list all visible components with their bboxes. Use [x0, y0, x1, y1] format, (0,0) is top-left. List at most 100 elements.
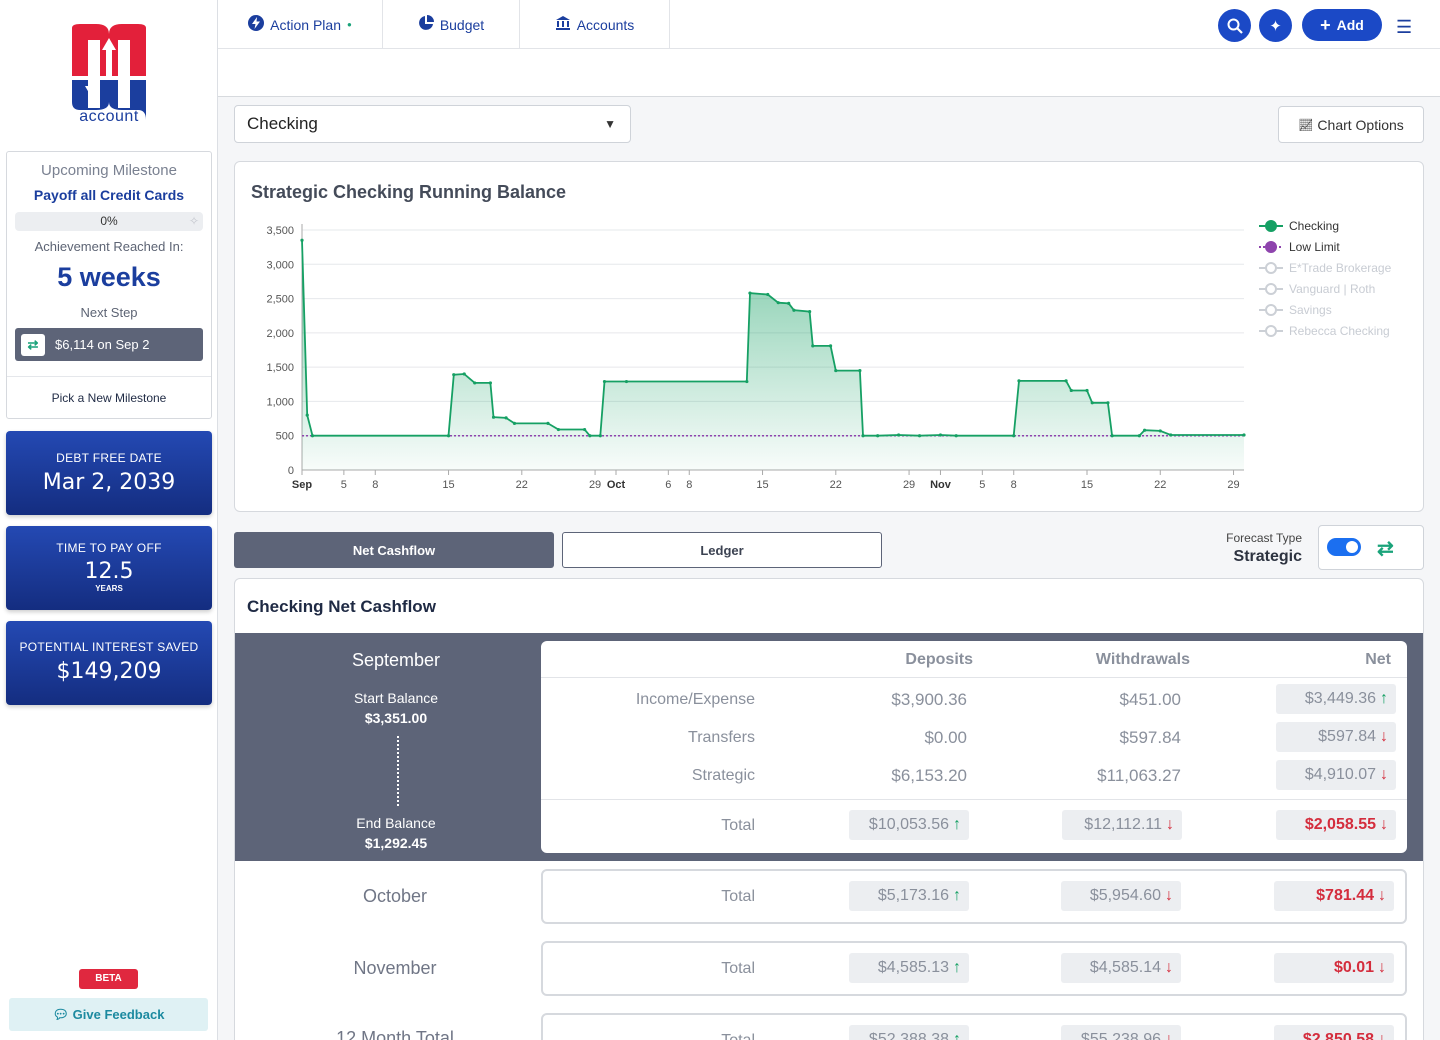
balance-chart[interactable]: 0 500 1,000 1,500 2,000 2,500 3,000 3,500 Sep 5 8 1…: [235, 162, 1425, 513]
x-tick-label: 8: [686, 479, 692, 491]
search-icon: [1227, 18, 1243, 34]
withdrawals-total-value: $55,238.96: [1080, 1031, 1161, 1040]
balance-connector: [397, 736, 399, 806]
checking-area: [302, 240, 1244, 470]
y-tick-label: 2,000: [266, 328, 294, 340]
withdrawals-cell: $597.84: [1119, 728, 1181, 747]
arrow-up-icon: ↑: [953, 959, 961, 976]
arrow-down-icon: ↓: [1380, 816, 1388, 833]
x-tick-label: 15: [442, 479, 454, 491]
cashflow-title: Checking Net Cashflow: [247, 597, 436, 616]
legend-item: Vanguard | Roth: [1289, 282, 1375, 296]
withdrawals-total: $12,112.11 ↓: [1062, 810, 1182, 840]
start-balance: Start Balance $3,351.00: [235, 690, 557, 726]
deposits-total-value: $10,053.56: [868, 816, 949, 833]
deposits-total: $10,053.56 ↑: [849, 810, 969, 840]
ledger-tab[interactable]: Ledger: [562, 532, 882, 568]
tab-label: Budget: [439, 16, 485, 33]
deposits-cell: $6,153.20: [891, 766, 967, 785]
checking-point: [776, 301, 780, 305]
september-block: September Start Balance $3,351.00 End Ba…: [235, 633, 1423, 861]
add-button[interactable]: + Add: [1302, 9, 1382, 41]
month-total-row: Total $4,585.13 ↑ $4,585.14 ↓ $0.01 ↓: [541, 941, 1407, 996]
feedback-button[interactable]: 💬︎ Give Feedback: [9, 998, 208, 1031]
arrow-up-icon: ↑: [953, 816, 961, 833]
checking-point: [1110, 434, 1114, 438]
plus-icon: +: [1320, 14, 1331, 35]
achievement-label: Achievement Reached In:: [34, 239, 184, 254]
milestone-progress-label: 0%: [100, 214, 118, 228]
next-step-item[interactable]: ⇄ $6,114 on Sep 2: [15, 328, 203, 361]
checking-point: [748, 291, 752, 295]
legend-item: Savings: [1289, 303, 1332, 317]
chart-title: Strategic Checking Running Balance: [251, 182, 567, 202]
search-button[interactable]: [1218, 9, 1251, 42]
x-tick-label: 8: [372, 479, 378, 491]
arrow-down-icon: ↓: [1166, 816, 1174, 833]
checking-point: [504, 416, 508, 420]
checking-point: [811, 344, 815, 348]
month-name: October: [362, 886, 428, 906]
row-label: Transfers: [688, 729, 755, 746]
x-tick-label: 29: [589, 479, 601, 491]
x-tick-label: Oct: [607, 479, 626, 491]
chart-options-button[interactable]: 📈︎ Chart Options: [1278, 106, 1424, 143]
deposits-total-value: $5,173.16: [877, 887, 949, 904]
debt-free-label: DEBT FREE DATE: [56, 451, 162, 465]
checking-point: [546, 421, 550, 425]
tab-accounts[interactable]: Accounts: [520, 0, 670, 49]
row-label: Strategic: [691, 767, 755, 784]
withdrawals-cell: $451.00: [1119, 690, 1181, 709]
row-label: Total: [721, 888, 755, 905]
withdrawals-header: Withdrawals: [1095, 651, 1190, 668]
net-cashflow-tab[interactable]: Net Cashflow: [234, 532, 554, 568]
checking-point: [792, 308, 796, 312]
withdrawals-total: $55,238.96 ↓: [1061, 1025, 1181, 1040]
net-value: $3,449.36: [1304, 690, 1376, 707]
sparkle-icon: ✦: [1269, 17, 1282, 35]
y-tick-label: 2,500: [266, 294, 294, 306]
ai-assist-button[interactable]: ✦: [1259, 9, 1292, 42]
checking-point: [1158, 429, 1162, 433]
checking-point: [861, 434, 865, 438]
tab-budget[interactable]: Budget: [383, 0, 520, 49]
chat-icon: 💬︎: [52, 1007, 73, 1022]
x-tick-label: 22: [516, 479, 528, 491]
row-label: Total: [721, 817, 755, 834]
sub-toolbar: [218, 49, 1440, 97]
checking-point: [1142, 428, 1147, 432]
withdrawals-cell: $11,063.27: [1097, 766, 1181, 785]
deposits-cell: $0.00: [924, 728, 967, 747]
tab-label: Action Plan: [270, 16, 341, 33]
forecast-toggle-switch[interactable]: [1327, 538, 1361, 556]
net-total-value: $0.01: [1333, 959, 1374, 976]
checking-point: [446, 434, 451, 438]
checking-point: [602, 379, 607, 384]
checking-point: [834, 368, 838, 373]
row-label: Total: [721, 1032, 755, 1040]
hamburger-menu-icon[interactable]: ☰: [1396, 17, 1413, 37]
top-nav: Action Plan ● Budget Accounts ✦ + Add ☰: [218, 0, 1440, 49]
y-tick-label: 3,000: [266, 259, 294, 271]
legend-marker: [1265, 283, 1277, 295]
deposits-total: $4,585.13 ↑: [849, 953, 969, 983]
x-tick-label: 22: [830, 479, 842, 491]
account-select[interactable]: Checking ▼: [234, 105, 631, 143]
withdrawals-total: $4,585.14 ↓: [1061, 953, 1181, 983]
y-tick-label: 1,500: [266, 362, 294, 374]
checking-point: [473, 381, 477, 385]
tab-action-plan[interactable]: Action Plan ●: [218, 0, 383, 49]
pick-milestone-link[interactable]: Pick a New Milestone: [7, 376, 211, 418]
forecast-toggle-box: ⇄: [1318, 525, 1424, 570]
checking-point: [745, 379, 749, 384]
month-name: 12 Month Total: [336, 1028, 454, 1040]
month-name: September: [351, 650, 441, 670]
cashflow-card: Checking Net Cashflow September Start Ba…: [234, 578, 1424, 1040]
y-tick-label: 1,000: [266, 396, 294, 408]
chart-options-label: Chart Options: [1317, 116, 1404, 133]
month-total-row: Total $5,173.16 ↑ $5,954.60 ↓ $781.44 ↓: [541, 869, 1407, 924]
checking-point: [1064, 379, 1068, 383]
interest-value: $149,209: [56, 659, 162, 684]
debt-free-value: Mar 2, 2039: [42, 470, 176, 495]
start-balance-label: Start Balance: [353, 690, 439, 706]
